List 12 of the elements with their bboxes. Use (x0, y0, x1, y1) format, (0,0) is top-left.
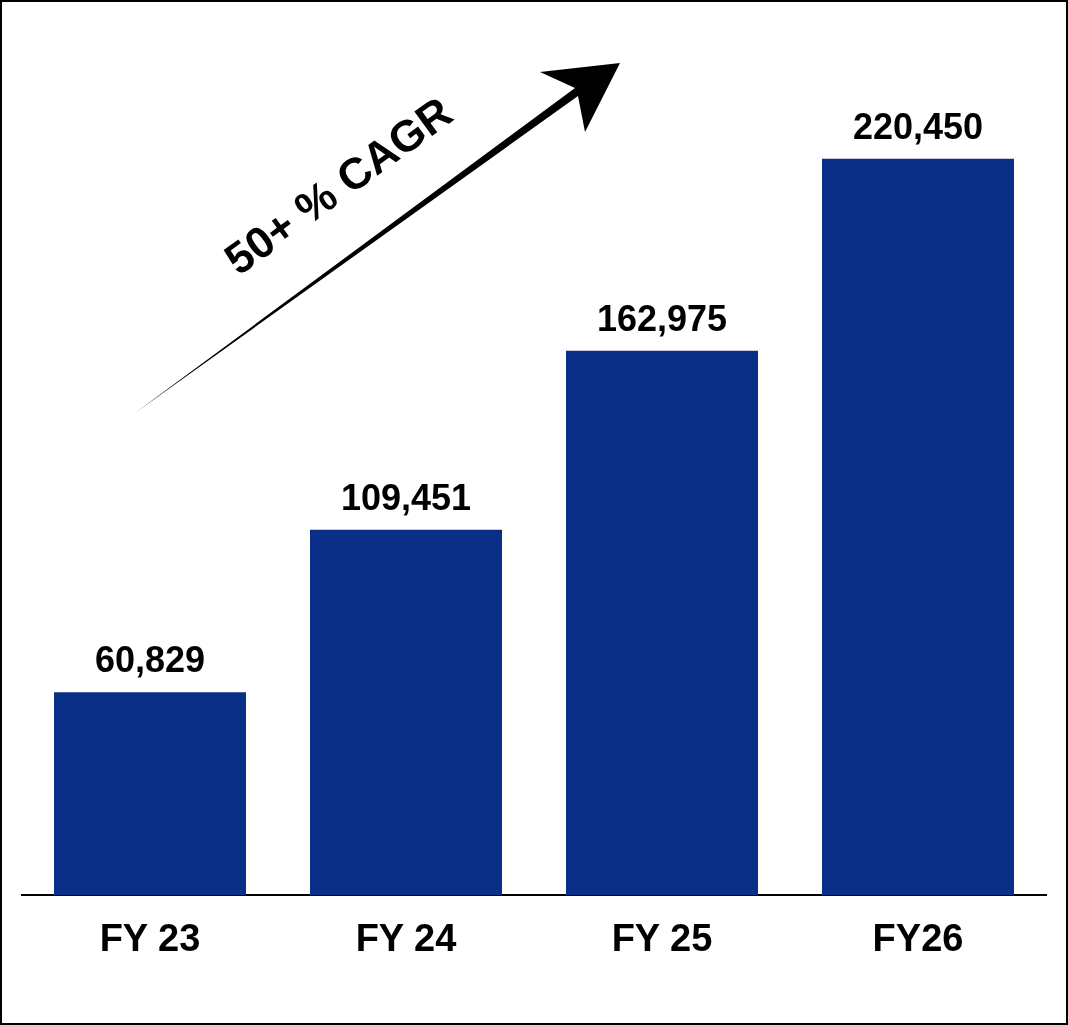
bar (54, 692, 246, 896)
bar (822, 158, 1014, 896)
x-tick-label: FY 25 (611, 916, 713, 959)
data-label: 60,829 (94, 639, 206, 681)
x-tick-label: FY 23 (99, 916, 201, 959)
bar (310, 529, 502, 896)
data-label: 109,451 (340, 476, 472, 518)
data-label: 162,975 (596, 297, 728, 339)
bar (566, 350, 758, 896)
data-label: 220,450 (852, 105, 984, 147)
x-tick-label: FY26 (872, 916, 964, 959)
x-tick-label: FY 24 (355, 916, 457, 959)
